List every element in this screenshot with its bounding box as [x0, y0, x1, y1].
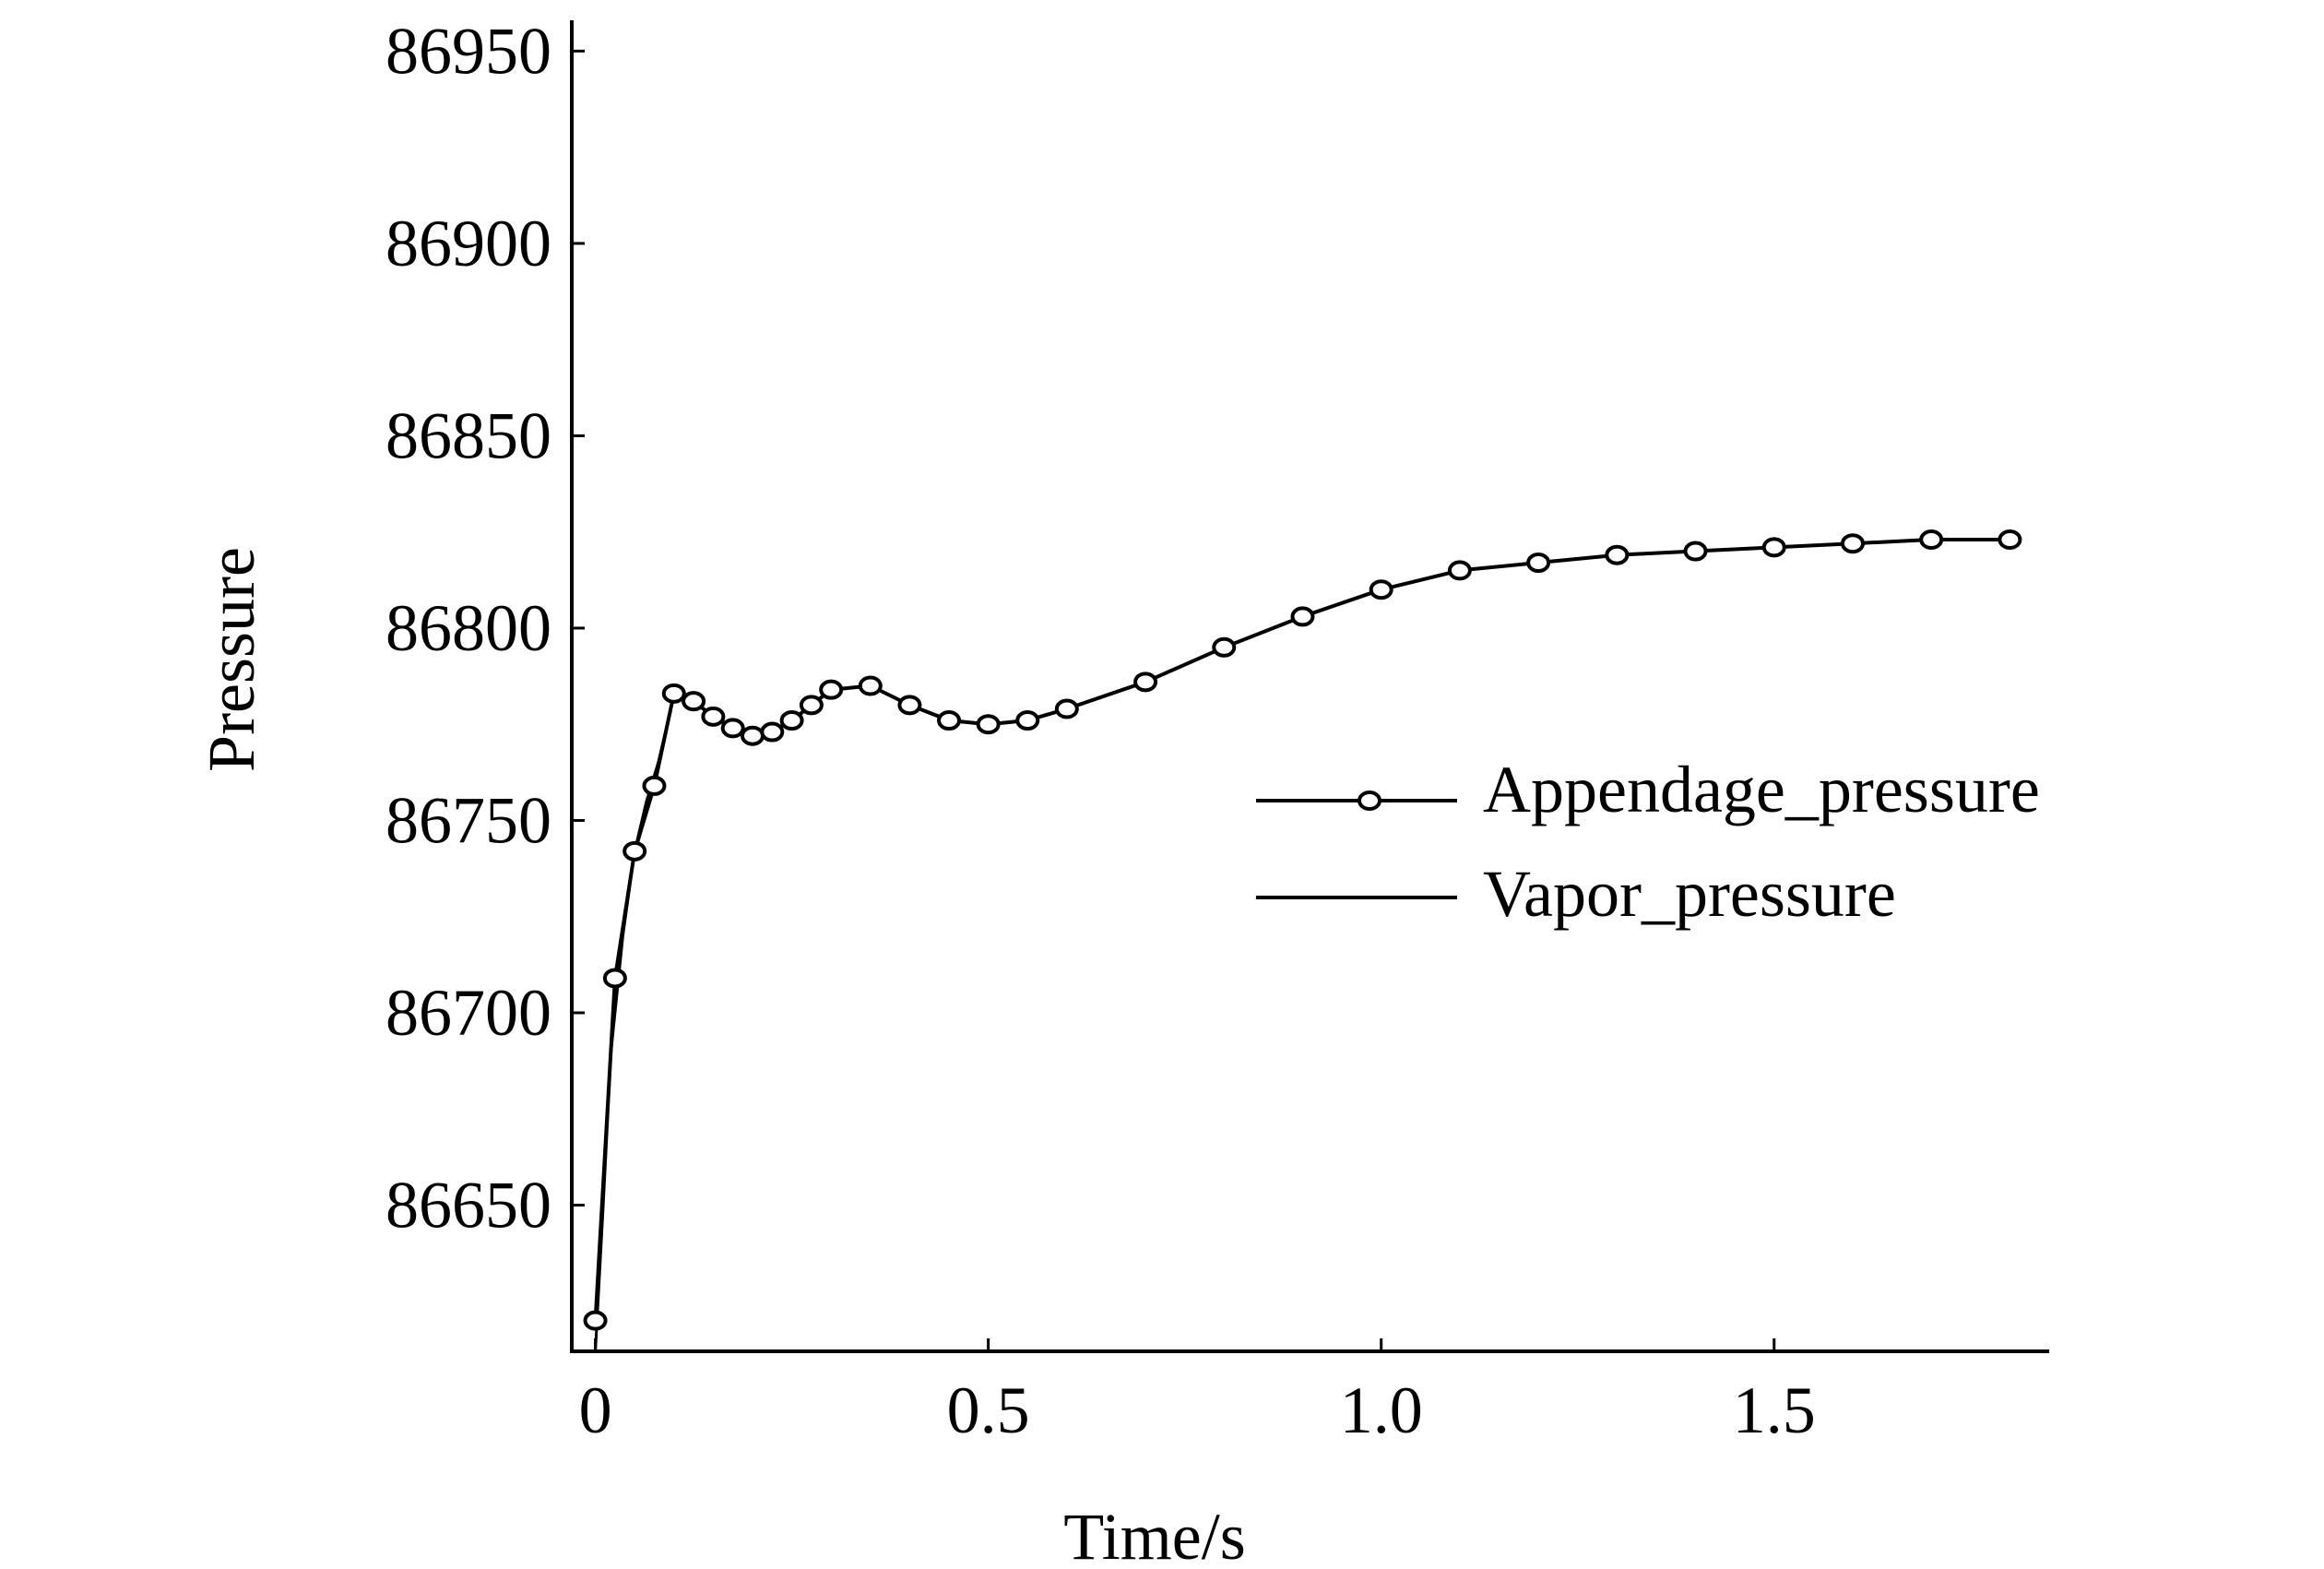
legend-entry-appendage-pressure: Appendage_pressure — [1256, 753, 2040, 826]
data-point-appendage-pressure — [1015, 710, 1040, 731]
x-tick-label: 0 — [579, 1373, 612, 1447]
data-point-appendage-pressure — [779, 710, 804, 731]
data-point-appendage-pressure — [701, 706, 726, 727]
y-tick-label: 86800 — [385, 591, 551, 665]
data-point-appendage-pressure — [1369, 579, 1393, 600]
y-tick-label: 86850 — [385, 398, 551, 472]
data-point-appendage-pressure — [858, 675, 883, 696]
data-point-appendage-pressure — [897, 695, 922, 716]
data-point-appendage-pressure — [976, 714, 1001, 735]
data-point-appendage-pressure — [583, 1310, 608, 1331]
data-point-appendage-pressure — [1683, 541, 1708, 562]
x-tick-label: 1.0 — [1340, 1373, 1423, 1447]
data-point-appendage-pressure — [622, 840, 647, 862]
data-point-appendage-pressure — [937, 710, 962, 731]
legend-label-appendage-pressure: Appendage_pressure — [1483, 753, 2040, 826]
data-point-appendage-pressure — [799, 695, 824, 716]
series-line-vapor-pressure — [594, 538, 2010, 1352]
data-point-appendage-pressure — [642, 775, 667, 796]
data-point-appendage-pressure — [1133, 672, 1158, 693]
data-point-appendage-pressure — [740, 725, 765, 746]
data-point-appendage-pressure — [720, 718, 745, 739]
data-point-appendage-pressure — [819, 679, 844, 700]
data-point-appendage-pressure — [1761, 537, 1786, 558]
x-tick-label: 1.5 — [1733, 1373, 1816, 1447]
data-point-appendage-pressure — [682, 691, 706, 712]
data-point-appendage-pressure — [1054, 698, 1079, 719]
y-axis-label: Pressure — [195, 547, 268, 772]
data-point-appendage-pressure — [1998, 529, 2022, 551]
y-tick-label: 86750 — [385, 783, 551, 857]
data-point-appendage-pressure — [1605, 544, 1630, 565]
x-tick-label: 0.5 — [947, 1373, 1030, 1447]
y-tick-label: 86700 — [385, 976, 551, 1050]
legend-entry-vapor-pressure: Vapor_pressure — [1256, 857, 1896, 931]
data-point-appendage-pressure — [661, 683, 686, 704]
axes — [570, 20, 2049, 1353]
legend-label-vapor-pressure: Vapor_pressure — [1483, 857, 1896, 931]
x-axis-label: Time/s — [1063, 1500, 1245, 1569]
y-ticks: 86650 86700 86750 86800 86850 86900 86950 — [385, 14, 585, 1242]
data-point-appendage-pressure — [1919, 529, 1944, 551]
data-point-appendage-pressure — [602, 968, 627, 989]
data-point-appendage-pressure — [1290, 606, 1315, 627]
data-point-appendage-pressure — [1526, 553, 1551, 574]
x-ticks: 0 0.5 1.0 1.5 — [579, 1338, 1816, 1447]
data-point-appendage-pressure — [1447, 560, 1472, 581]
series-layer — [583, 529, 2022, 1352]
legend-marker-appendage-pressure — [1358, 790, 1381, 811]
y-tick-label: 86950 — [385, 14, 551, 88]
legend: Appendage_pressure Vapor_pressure — [1256, 753, 2040, 931]
data-point-appendage-pressure — [760, 721, 785, 743]
data-point-appendage-pressure — [1212, 636, 1237, 658]
y-tick-label: 86650 — [385, 1169, 551, 1242]
y-tick-label: 86900 — [385, 207, 551, 280]
data-point-appendage-pressure — [1840, 533, 1865, 554]
